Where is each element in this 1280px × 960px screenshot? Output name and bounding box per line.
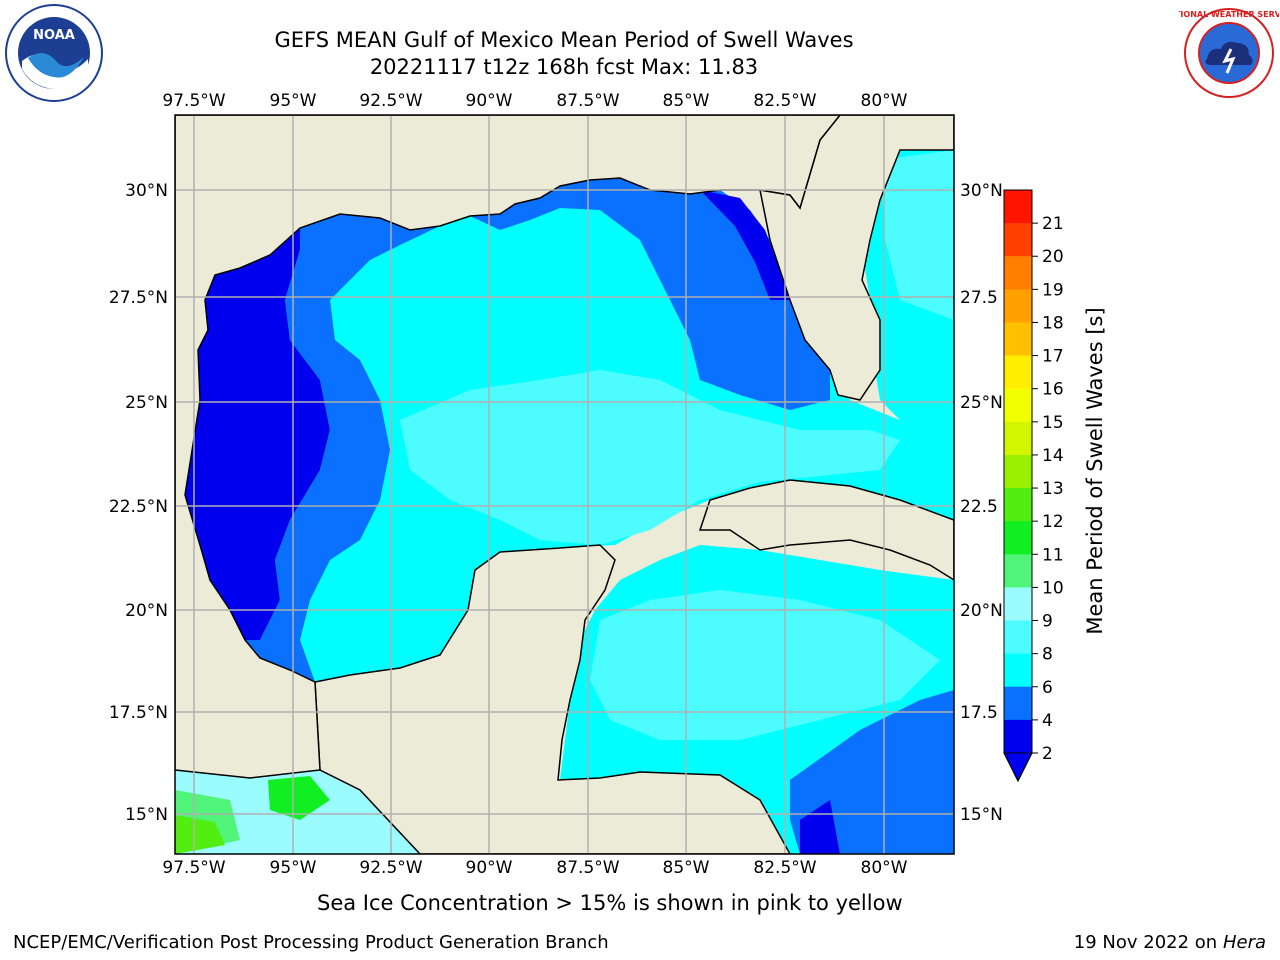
colorbar-swatch bbox=[1004, 653, 1032, 688]
colorbar-frame bbox=[1003, 189, 1033, 783]
lat-tick-label-left: 22.5°N bbox=[109, 497, 168, 517]
colorbar-tick-label: 2 bbox=[1042, 744, 1053, 764]
lon-tick-label-top: 82.5°W bbox=[753, 91, 816, 111]
lon-tick-label-bottom: 87.5°W bbox=[556, 858, 619, 878]
lat-tick-label-left: 15°N bbox=[125, 805, 168, 825]
central-gulf-patch bbox=[400, 370, 900, 545]
colorbar-swatch bbox=[1004, 521, 1032, 555]
colorbar-tick-label: 18 bbox=[1042, 313, 1064, 333]
colorbar-swatch bbox=[1004, 223, 1032, 257]
colorbar-tick-label: 4 bbox=[1042, 711, 1053, 731]
colorbar-tick-label: 14 bbox=[1042, 446, 1064, 466]
colorbar: 2 4 6 8 9 10 11 12 13 14 15 16 17 18 19 20 21 Mean Perio… bbox=[1003, 189, 1107, 783]
colorbar-swatch bbox=[1004, 488, 1032, 522]
lon-tick-label-top: 90°W bbox=[466, 91, 513, 111]
colorbar-swatch bbox=[1004, 355, 1032, 390]
caribbean-mid-patch bbox=[590, 590, 940, 740]
lat-tick-label-left: 30°N bbox=[125, 181, 168, 201]
map-subtitle: 20221117 t12z 168h fcst Max: 11.83 bbox=[369, 55, 759, 79]
national-weather-service-logo-icon: NATIONAL WEATHER SERVICE bbox=[1163, 3, 1280, 107]
graticule bbox=[175, 115, 954, 854]
colorbar-label: Mean Period of Swell Waves [s] bbox=[1083, 307, 1107, 634]
lon-tick-label-bottom: 92.5°W bbox=[359, 858, 422, 878]
yucatan-peninsula bbox=[314, 544, 791, 854]
colorbar-tick-label: 15 bbox=[1042, 413, 1064, 433]
lon-tick-label-bottom: 95°W bbox=[270, 858, 317, 878]
lat-tick-label-left: 27.5°N bbox=[109, 288, 168, 308]
cuba bbox=[698, 479, 954, 581]
map-title: GEFS MEAN Gulf of Mexico Mean Period of … bbox=[274, 28, 854, 52]
colorbar-tick-label: 13 bbox=[1042, 479, 1064, 499]
colorbar-swatch bbox=[1004, 719, 1032, 754]
colorbar-swatch bbox=[1004, 620, 1032, 655]
noaa-logo-icon: NOAA bbox=[4, 3, 104, 107]
colorbar-tick-label: 9 bbox=[1042, 612, 1053, 632]
credit-line: NCEP/EMC/Verification Post Processing Pr… bbox=[13, 932, 609, 953]
colorbar-swatch bbox=[1004, 686, 1032, 721]
atlantic-light-strip bbox=[880, 150, 954, 320]
colorbar-swatch bbox=[1004, 289, 1032, 323]
lon-tick-label-bottom: 82.5°W bbox=[753, 858, 816, 878]
colorbar-tick-label: 11 bbox=[1042, 545, 1064, 565]
lon-tick-label-top: 95°W bbox=[270, 91, 317, 111]
colorbar-swatch bbox=[1004, 587, 1032, 622]
lon-tick-label-bottom: 80°W bbox=[861, 858, 908, 878]
colorbar-tick-label: 21 bbox=[1042, 214, 1064, 234]
colorbar-extend-arrow bbox=[1003, 752, 1033, 783]
lat-tick-label-left: 20°N bbox=[125, 601, 168, 621]
lat-tick-label-left: 25°N bbox=[125, 393, 168, 413]
colorbar-tick-label: 12 bbox=[1042, 512, 1064, 532]
lat-tick-label-right: 30°N bbox=[960, 181, 1003, 201]
lat-tick-label-right: 27.5 bbox=[960, 288, 998, 308]
colorbar-tick-label: 8 bbox=[1042, 645, 1053, 665]
pacific-green-patch-sw bbox=[175, 815, 225, 854]
florida-shelf-dark bbox=[700, 190, 790, 300]
colorbar-tick-label: 10 bbox=[1042, 578, 1064, 598]
colorbar-swatch bbox=[1004, 388, 1032, 423]
pacific-green-patch-east bbox=[268, 776, 330, 820]
lon-tick-label-top: 92.5°W bbox=[359, 91, 422, 111]
colorbar-tick-label: 16 bbox=[1042, 380, 1064, 400]
lon-tick-label-bottom: 90°W bbox=[466, 858, 513, 878]
colorbar-tick-label: 20 bbox=[1042, 247, 1064, 267]
colorbar-swatch bbox=[1004, 454, 1032, 489]
northern-gulf-band bbox=[470, 178, 830, 410]
colorbar-tick-label: 6 bbox=[1042, 678, 1053, 698]
colorbar-swatch bbox=[1004, 190, 1032, 224]
lat-tick-label-right: 22.5 bbox=[960, 497, 998, 517]
map-frame bbox=[174, 114, 955, 855]
colorbar-swatch bbox=[1004, 256, 1032, 290]
lon-tick-label-top: 80°W bbox=[861, 91, 908, 111]
axis-tick-labels: 97.5°W 97.5°W 95°W 95°W 92.5°W 92.5°W 90°W 90°W… bbox=[109, 91, 1003, 878]
sea-ice-note: Sea Ice Concentration > 15% is shown in … bbox=[317, 891, 903, 915]
lat-tick-label-right: 15°N bbox=[960, 805, 1003, 825]
lat-tick-label-left: 17.5°N bbox=[109, 703, 168, 723]
host-name: Hera bbox=[1222, 932, 1266, 953]
western-gulf-low-period bbox=[185, 214, 330, 640]
lat-tick-label-right: 25°N bbox=[960, 393, 1003, 413]
lon-tick-label-top: 87.5°W bbox=[556, 91, 619, 111]
lon-tick-label-top: 85°W bbox=[663, 91, 710, 111]
noaa-logo-text: NOAA bbox=[33, 28, 75, 43]
colorbar-swatch bbox=[1004, 554, 1032, 588]
lon-tick-label-bottom: 97.5°W bbox=[162, 858, 225, 878]
lat-tick-label-right: 17.5 bbox=[960, 703, 998, 723]
colorbar-tick-label: 17 bbox=[1042, 347, 1064, 367]
map-panel: 97.5°W 97.5°W 95°W 95°W 92.5°W 92.5°W 90°W 90°W… bbox=[109, 91, 1003, 878]
lat-tick-label-right: 20°N bbox=[960, 601, 1003, 621]
colorbar-tick-label: 19 bbox=[1042, 280, 1064, 300]
run-date: 19 Nov 2022 on Hera bbox=[1073, 932, 1266, 953]
colorbar-swatch bbox=[1004, 322, 1032, 357]
svg-text:NATIONAL WEATHER SERVICE: NATIONAL WEATHER SERVICE bbox=[1179, 10, 1279, 19]
colorbar-swatch bbox=[1004, 421, 1032, 456]
lon-tick-label-bottom: 85°W bbox=[663, 858, 710, 878]
lon-tick-label-top: 97.5°W bbox=[162, 91, 225, 111]
